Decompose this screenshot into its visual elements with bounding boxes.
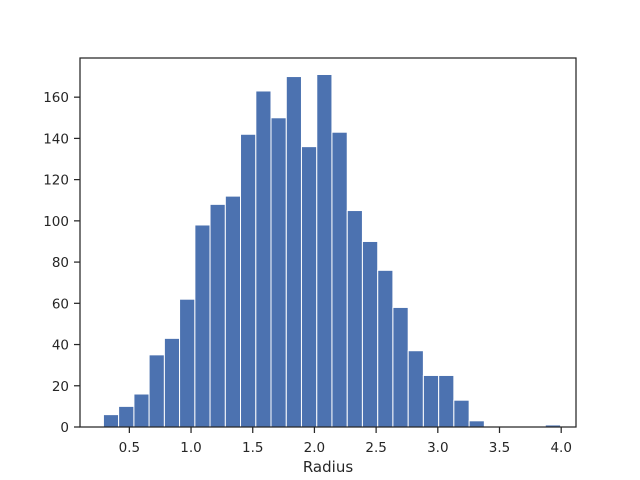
x-tick-label: 3.0 [427,440,448,456]
histogram-bar [133,393,150,428]
histogram-bar [392,306,409,428]
x-tick-label: 3.5 [489,440,510,456]
x-tick-label: 0.5 [119,440,140,456]
x-axis: 0.5 1.0 1.5 2.0 2.5 3.0 3.5 4.0 [119,427,572,456]
histogram-bar [270,117,287,428]
histogram-bar [102,414,120,428]
y-tick-label: 120 [43,173,69,189]
histogram-bar [377,269,394,428]
y-tick-label: 80 [52,255,69,271]
histogram-bar [316,73,333,428]
histogram-bar [438,374,455,428]
x-tick-label: 1.0 [180,440,201,456]
y-axis: 0 20 40 60 80 100 120 140 160 [43,90,80,436]
y-tick-label: 20 [52,379,69,395]
y-tick-label: 60 [52,296,69,312]
histogram-bar [300,146,318,428]
histogram-bar [422,374,440,428]
histogram-bar [255,90,272,428]
x-tick-label: 4.0 [550,440,571,456]
histogram-bar [285,76,302,428]
y-tick-label: 140 [43,131,69,147]
x-tick-label: 1.5 [242,440,263,456]
histogram-bar [224,195,242,428]
histogram-bar [118,405,135,428]
histogram-bar [468,420,485,428]
histogram-bar [194,224,211,428]
histogram-bar [179,298,196,428]
histogram-bar [163,337,181,428]
y-tick-label: 0 [60,420,69,436]
bars [102,73,562,428]
histogram-bar [148,354,165,428]
x-tick-label: 2.5 [365,440,386,456]
y-tick-label: 100 [43,214,69,230]
histogram-bar [453,399,470,428]
plot-frame [79,57,577,428]
histogram-bar [346,210,363,428]
histogram-bar [240,133,257,428]
histogram-bar [361,240,379,428]
x-tick-label: 2.0 [304,440,325,456]
y-tick-label: 40 [52,338,69,354]
y-tick-label: 160 [43,90,69,106]
histogram-bar [407,350,424,428]
x-axis-label: Radius [303,458,353,476]
histogram-bar [331,131,348,428]
histogram-bar [209,203,226,428]
